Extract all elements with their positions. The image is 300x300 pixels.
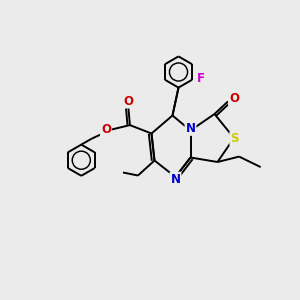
Text: O: O bbox=[123, 94, 134, 108]
Text: N: N bbox=[185, 122, 196, 135]
Text: N: N bbox=[170, 172, 181, 186]
Text: O: O bbox=[101, 122, 111, 136]
Text: F: F bbox=[197, 72, 205, 85]
Text: O: O bbox=[229, 92, 239, 106]
Text: S: S bbox=[230, 132, 239, 145]
